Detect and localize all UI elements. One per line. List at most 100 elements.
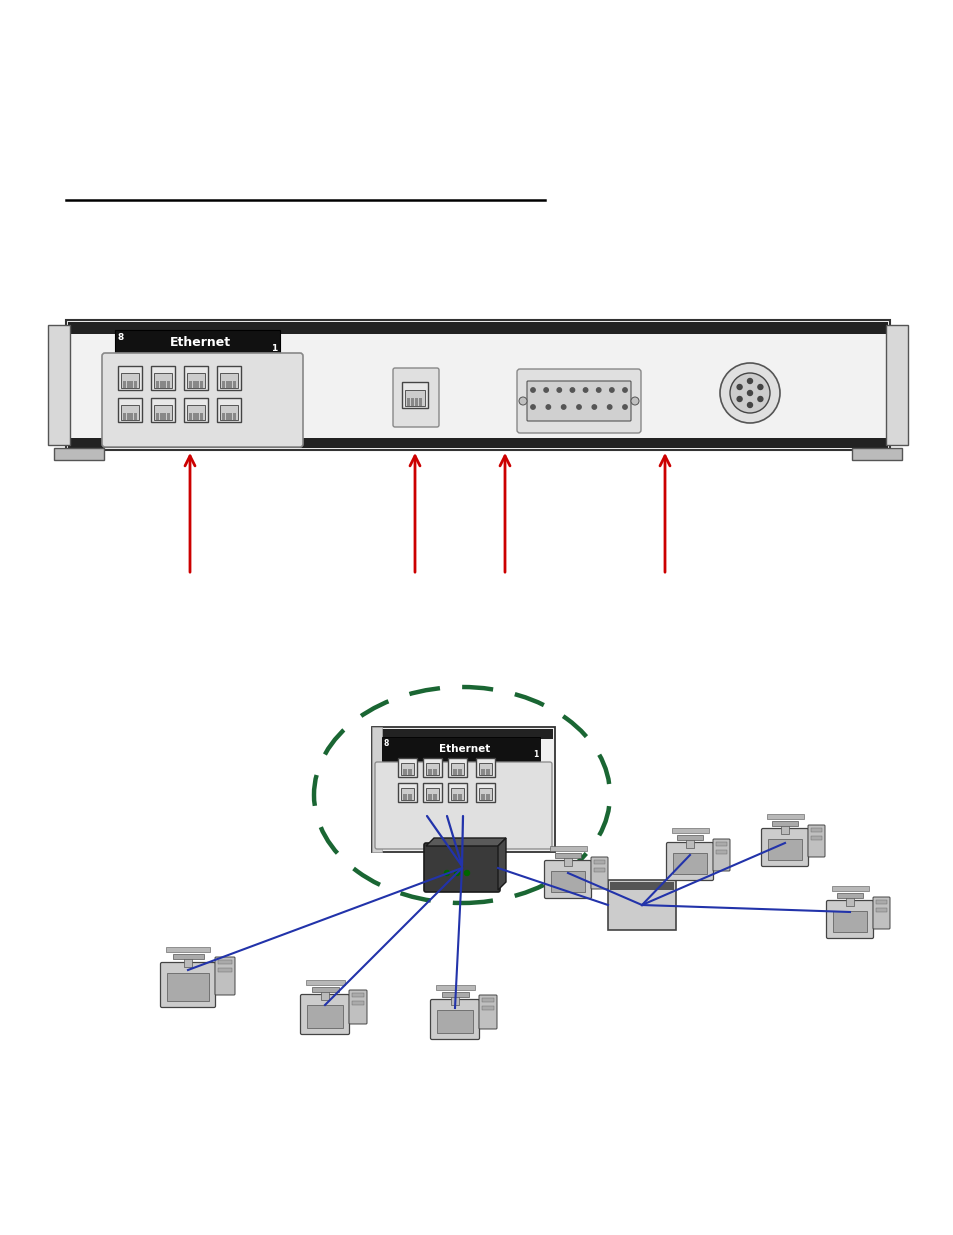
Bar bbox=[193, 412, 195, 420]
Bar bbox=[184, 958, 192, 967]
Bar bbox=[488, 794, 490, 800]
Bar bbox=[485, 769, 487, 776]
Bar bbox=[405, 794, 407, 800]
FancyBboxPatch shape bbox=[372, 727, 555, 852]
Bar bbox=[875, 900, 886, 904]
Bar bbox=[451, 788, 463, 800]
Bar bbox=[451, 995, 458, 1005]
Bar bbox=[609, 882, 673, 890]
Bar bbox=[226, 412, 229, 420]
Text: Ethernet: Ethernet bbox=[438, 743, 489, 755]
Bar bbox=[457, 769, 459, 776]
Bar bbox=[836, 893, 862, 898]
Circle shape bbox=[737, 396, 741, 401]
Bar bbox=[555, 853, 580, 858]
Circle shape bbox=[747, 378, 752, 384]
Circle shape bbox=[622, 405, 626, 409]
Polygon shape bbox=[426, 839, 505, 846]
FancyBboxPatch shape bbox=[807, 825, 824, 857]
FancyBboxPatch shape bbox=[66, 320, 889, 450]
Bar bbox=[372, 727, 381, 852]
Text: 8: 8 bbox=[118, 333, 124, 342]
FancyBboxPatch shape bbox=[885, 325, 907, 445]
FancyBboxPatch shape bbox=[48, 325, 70, 445]
Text: 1: 1 bbox=[271, 345, 276, 353]
Bar bbox=[200, 412, 203, 420]
FancyBboxPatch shape bbox=[102, 353, 303, 447]
Bar bbox=[435, 794, 436, 800]
Bar bbox=[68, 322, 887, 333]
Bar bbox=[607, 881, 676, 930]
Bar bbox=[374, 729, 553, 739]
Bar bbox=[163, 380, 166, 388]
Circle shape bbox=[545, 405, 550, 409]
Circle shape bbox=[607, 405, 611, 409]
Bar bbox=[407, 398, 410, 406]
Bar bbox=[400, 788, 414, 800]
Bar bbox=[455, 769, 456, 776]
Bar bbox=[352, 1002, 364, 1005]
Circle shape bbox=[737, 384, 741, 389]
Bar bbox=[448, 783, 467, 802]
Bar bbox=[402, 769, 404, 776]
Circle shape bbox=[557, 388, 561, 393]
Bar bbox=[381, 737, 539, 761]
Bar bbox=[233, 380, 235, 388]
Bar bbox=[400, 763, 414, 776]
Bar bbox=[594, 860, 604, 864]
Bar bbox=[200, 380, 203, 388]
Bar bbox=[193, 380, 195, 388]
FancyBboxPatch shape bbox=[666, 842, 713, 881]
Circle shape bbox=[592, 405, 596, 409]
Circle shape bbox=[454, 871, 459, 876]
Bar bbox=[672, 853, 706, 874]
Bar bbox=[196, 380, 199, 388]
Bar bbox=[216, 366, 241, 390]
Bar bbox=[167, 412, 170, 420]
FancyBboxPatch shape bbox=[349, 990, 367, 1024]
Bar bbox=[433, 769, 435, 776]
Bar bbox=[810, 836, 821, 840]
Bar bbox=[457, 794, 459, 800]
Bar bbox=[716, 842, 726, 846]
Bar bbox=[480, 769, 482, 776]
Bar bbox=[411, 398, 414, 406]
Bar bbox=[220, 405, 237, 420]
FancyBboxPatch shape bbox=[214, 957, 234, 995]
Bar bbox=[478, 788, 492, 800]
Bar bbox=[123, 412, 126, 420]
Bar bbox=[131, 380, 133, 388]
Bar bbox=[452, 769, 455, 776]
Bar bbox=[156, 412, 159, 420]
Bar bbox=[118, 366, 142, 390]
Bar bbox=[397, 783, 416, 802]
Bar bbox=[677, 835, 702, 840]
Bar bbox=[766, 814, 803, 819]
Bar bbox=[482, 769, 485, 776]
Bar bbox=[167, 973, 209, 1002]
Bar bbox=[488, 769, 490, 776]
FancyBboxPatch shape bbox=[590, 857, 607, 889]
Bar bbox=[433, 794, 435, 800]
FancyBboxPatch shape bbox=[526, 382, 630, 421]
Bar bbox=[430, 794, 432, 800]
Bar bbox=[405, 769, 407, 776]
Bar bbox=[476, 758, 495, 777]
Circle shape bbox=[570, 388, 574, 393]
Bar bbox=[166, 947, 210, 952]
Bar bbox=[127, 380, 130, 388]
Bar bbox=[427, 769, 429, 776]
Circle shape bbox=[464, 871, 469, 876]
Bar bbox=[410, 794, 412, 800]
Bar bbox=[226, 380, 229, 388]
Bar bbox=[476, 783, 495, 802]
Bar bbox=[229, 412, 233, 420]
Bar bbox=[481, 998, 494, 1002]
Bar bbox=[875, 908, 886, 911]
Bar bbox=[550, 846, 586, 851]
Bar bbox=[851, 448, 901, 459]
Bar bbox=[405, 390, 424, 406]
Bar bbox=[196, 412, 199, 420]
Bar bbox=[460, 794, 462, 800]
Circle shape bbox=[747, 390, 752, 395]
